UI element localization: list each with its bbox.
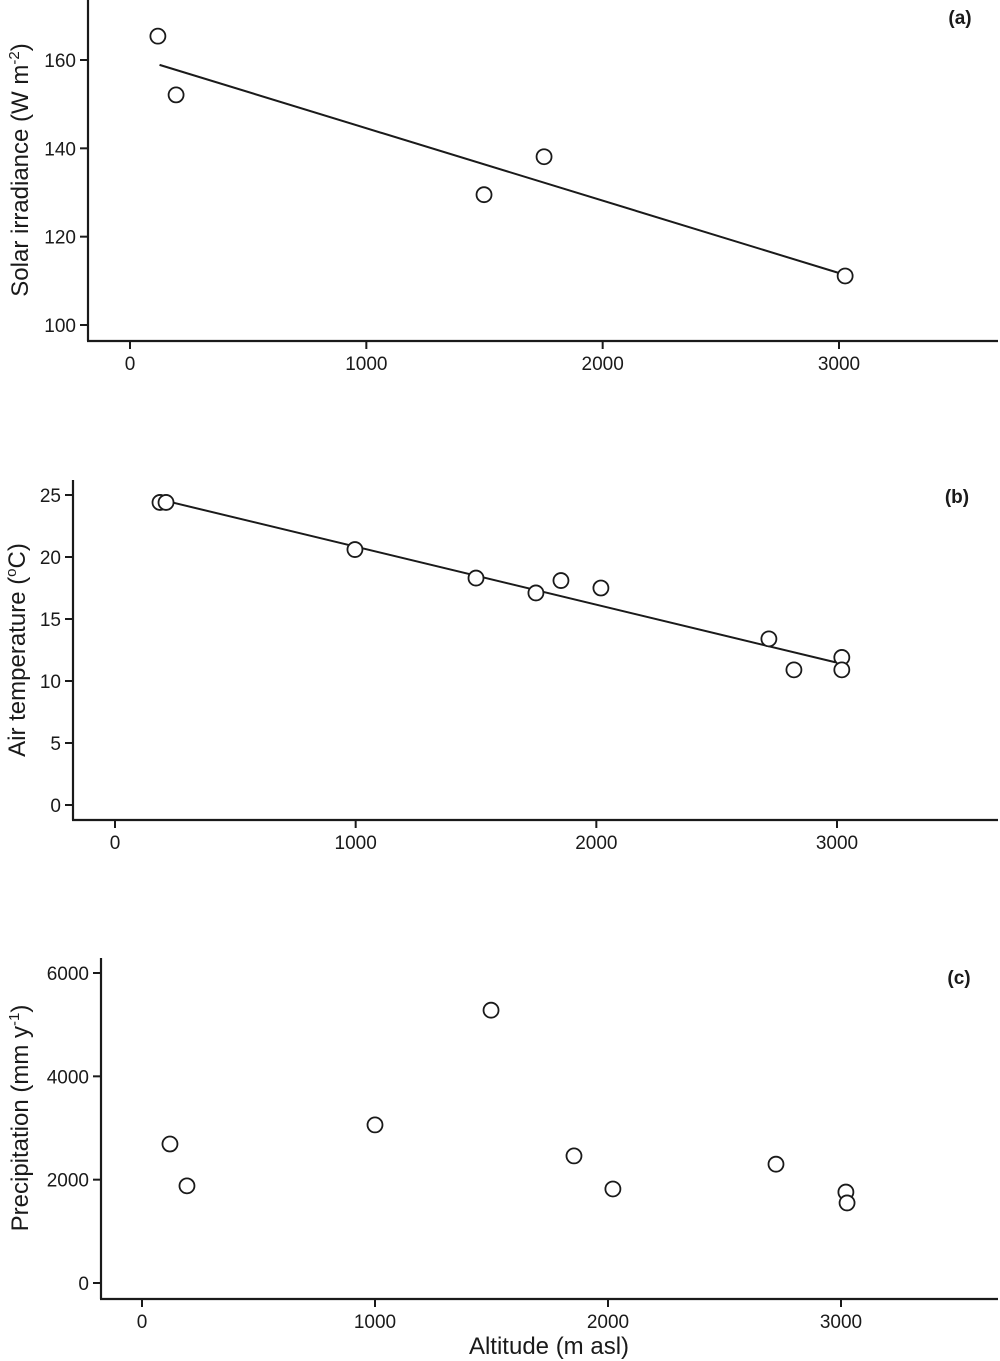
- x-tick-label: 0: [110, 833, 121, 854]
- data-points: [151, 494, 851, 679]
- data-point-marker: [836, 267, 854, 285]
- data-point-marker: [157, 494, 175, 511]
- y-tick-label: 140: [44, 139, 76, 160]
- data-points: [149, 27, 854, 285]
- y-tick-label: 25: [40, 486, 61, 507]
- data-point-marker: [366, 1116, 384, 1134]
- data-point-marker: [167, 86, 185, 104]
- data-point-marker: [838, 1194, 856, 1212]
- y-tick-label: 0: [78, 1274, 89, 1295]
- data-points: [161, 1001, 856, 1212]
- axes: 0 1000 2000 3000 100 120 140 160: [44, 0, 998, 375]
- y-tick-label: 10: [40, 672, 61, 693]
- x-tick-label: 1000: [354, 1312, 396, 1333]
- fit-line: [161, 498, 837, 664]
- data-point-marker: [592, 579, 610, 597]
- x-tick-label: 2000: [575, 833, 617, 854]
- axes: 0 1000 2000 3000 0 5 10 15 20 25: [40, 480, 998, 854]
- x-tick-label: 0: [125, 354, 136, 375]
- data-point-marker: [161, 1135, 179, 1153]
- x-tick-label: 2000: [587, 1312, 629, 1333]
- x-tick-label: 1000: [335, 833, 377, 854]
- x-axis-title: Altitude (m asl): [469, 1333, 629, 1360]
- panel-c-precipitation: 0 1000 2000 3000 0 2000 4000 6000 Precipitation…: [6, 958, 998, 1333]
- data-point-marker: [482, 1001, 500, 1019]
- data-point-marker: [604, 1180, 622, 1198]
- y-tick-label: 5: [50, 734, 61, 755]
- data-point-marker: [467, 569, 485, 587]
- data-point-marker: [149, 27, 167, 45]
- y-tick-label: 160: [44, 51, 76, 72]
- panel-label: (a): [948, 8, 971, 29]
- x-tick-label: 3000: [820, 1312, 862, 1333]
- x-tick-label: 1000: [345, 354, 387, 375]
- y-tick-label: 0: [50, 796, 61, 817]
- y-axis-title: Solar irradiance (W m-2): [6, 43, 34, 296]
- panel-label: (c): [947, 968, 970, 989]
- y-tick-label: 4000: [47, 1067, 89, 1088]
- y-tick-label: 20: [40, 548, 61, 569]
- data-point-marker: [785, 661, 803, 679]
- x-tick-label: 3000: [818, 354, 860, 375]
- data-point-marker: [475, 186, 493, 204]
- panel-a-solar-irradiance: 0 1000 2000 3000 100 120 140 160 Solar irradian…: [6, 0, 998, 375]
- panel-label: (b): [945, 487, 969, 508]
- data-point-marker: [760, 630, 778, 648]
- data-point-marker: [346, 541, 364, 558]
- regression-line: [161, 498, 837, 664]
- data-point-marker: [552, 572, 570, 589]
- y-tick-label: 100: [44, 316, 76, 337]
- y-axis-title: Precipitation (mm y-1): [6, 1005, 34, 1232]
- data-point-marker: [527, 584, 545, 602]
- data-point-marker: [178, 1177, 196, 1195]
- x-tick-label: 2000: [582, 354, 624, 375]
- axes: 0 1000 2000 3000 0 2000 4000 6000: [47, 958, 998, 1333]
- data-point-marker: [535, 148, 553, 166]
- x-tick-label: 0: [137, 1312, 148, 1333]
- fit-line: [159, 63, 842, 275]
- x-tick-label: 3000: [816, 833, 858, 854]
- y-axis-title: Air temperature (oC): [3, 543, 31, 757]
- y-tick-label: 2000: [47, 1171, 89, 1192]
- y-tick-label: 15: [40, 610, 61, 631]
- data-point-marker: [767, 1155, 785, 1173]
- regression-line: [159, 63, 842, 275]
- data-point-marker: [833, 661, 851, 679]
- y-tick-label: 6000: [47, 964, 89, 985]
- data-point-marker: [565, 1147, 583, 1165]
- y-tick-label: 120: [44, 228, 76, 249]
- panel-b-air-temperature: 0 1000 2000 3000 0 5 10 15 20 25 Air temperature …: [3, 480, 998, 854]
